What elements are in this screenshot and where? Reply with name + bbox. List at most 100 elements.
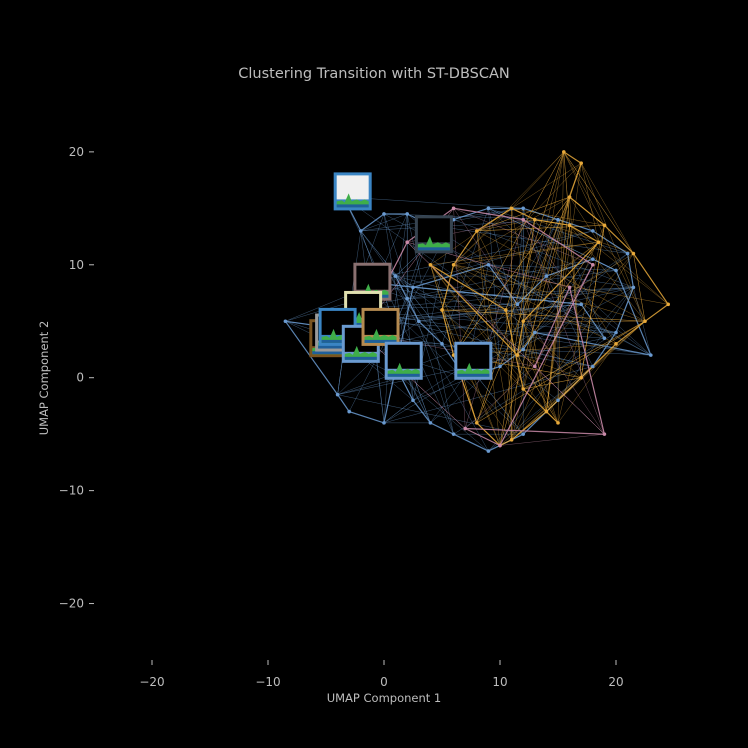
data-point	[451, 206, 456, 211]
thumbnail-screen	[417, 218, 450, 243]
transition-line	[453, 264, 617, 345]
transition-line	[453, 242, 599, 356]
data-point	[411, 285, 415, 290]
thumbnail-water	[318, 345, 351, 349]
transition-line	[511, 208, 547, 412]
transition-line	[580, 163, 599, 243]
transition-line	[337, 343, 390, 395]
x-axis-label: UMAP Component 1	[326, 691, 442, 705]
transition-line	[523, 321, 646, 390]
data-point	[498, 364, 502, 369]
thumbnail-terrain	[364, 328, 397, 343]
thumbnail-terrain	[457, 362, 490, 377]
data-point	[649, 353, 653, 357]
transition-line	[511, 208, 605, 226]
data-point	[411, 398, 415, 403]
transition-line	[441, 309, 454, 356]
data-point	[614, 268, 618, 273]
data-point	[533, 364, 537, 369]
transition-line	[476, 230, 512, 440]
transition-line	[511, 321, 646, 440]
transition-line	[569, 196, 599, 243]
x-tick-label: 20	[608, 675, 623, 689]
chart-title: Clustering Transition with ST-DBSCAN	[238, 66, 510, 82]
transition-line	[511, 151, 564, 209]
transition-line	[453, 241, 599, 266]
data-point	[521, 347, 525, 352]
transition-line	[383, 213, 454, 435]
transition-line	[522, 151, 565, 390]
transition-line	[505, 309, 582, 378]
data-point	[602, 223, 607, 228]
dark-frame-image	[414, 215, 453, 254]
transition-line	[453, 196, 570, 356]
transition-line	[569, 197, 582, 378]
thumbnail-screen	[387, 344, 420, 369]
data-point	[515, 353, 520, 357]
transition-line	[546, 197, 570, 412]
data-point	[509, 206, 514, 211]
thumbnail-water	[387, 373, 420, 377]
transition-line	[343, 196, 524, 209]
data-point	[591, 262, 595, 267]
data-point	[405, 212, 410, 216]
transition-line	[441, 309, 646, 322]
transition-line	[517, 355, 524, 390]
transition-line	[563, 151, 570, 226]
transition-line	[569, 225, 669, 305]
transition-line	[476, 196, 570, 232]
transition-line	[633, 253, 646, 322]
data-point	[625, 251, 630, 256]
thumbnail-screen	[356, 265, 389, 290]
transition-line	[534, 264, 594, 367]
transition-line	[517, 354, 582, 378]
data-point	[544, 274, 549, 278]
x-tick-label: 0	[380, 675, 388, 689]
transition-line	[383, 213, 408, 265]
data-point	[463, 426, 468, 431]
transition-line	[488, 208, 501, 367]
transition-line	[395, 275, 559, 401]
transition-line	[557, 287, 634, 401]
transition-line	[453, 151, 565, 356]
transition-line	[349, 258, 593, 311]
data-point	[614, 330, 618, 335]
x-tick-label: 10	[492, 675, 507, 689]
data-point	[335, 392, 340, 397]
transition-line	[517, 208, 524, 305]
transition-line	[557, 151, 565, 423]
transition-line	[395, 275, 617, 333]
transition-line	[522, 219, 570, 288]
data-point	[631, 251, 636, 256]
data-point	[602, 336, 607, 340]
transition-line	[580, 163, 634, 254]
transition-line	[615, 287, 634, 333]
transition-line	[569, 225, 646, 322]
transition-line	[499, 219, 536, 446]
transition-line	[476, 230, 524, 322]
transition-line	[517, 242, 599, 356]
transition-line	[546, 219, 559, 277]
transition-line	[569, 287, 605, 435]
thumbnail-terrain	[344, 345, 377, 360]
transition-line	[517, 354, 559, 424]
data-point	[533, 330, 537, 335]
transition-line	[453, 208, 593, 266]
sky-frame-image	[333, 172, 372, 211]
transition-line	[522, 219, 605, 435]
data-point	[359, 229, 363, 233]
data-point	[405, 240, 410, 245]
data-point	[556, 217, 560, 222]
transition-line	[453, 208, 605, 435]
transition-line	[505, 242, 599, 311]
transition-line	[546, 275, 651, 356]
thumbnail-terrain	[417, 236, 450, 251]
transition-line	[476, 230, 501, 446]
thumbnail-terrain	[387, 362, 420, 377]
transition-line	[523, 253, 634, 322]
y-tick-label: 20	[69, 145, 84, 159]
transition-line	[337, 377, 402, 395]
transition-line	[360, 230, 443, 344]
data-point	[486, 206, 491, 211]
